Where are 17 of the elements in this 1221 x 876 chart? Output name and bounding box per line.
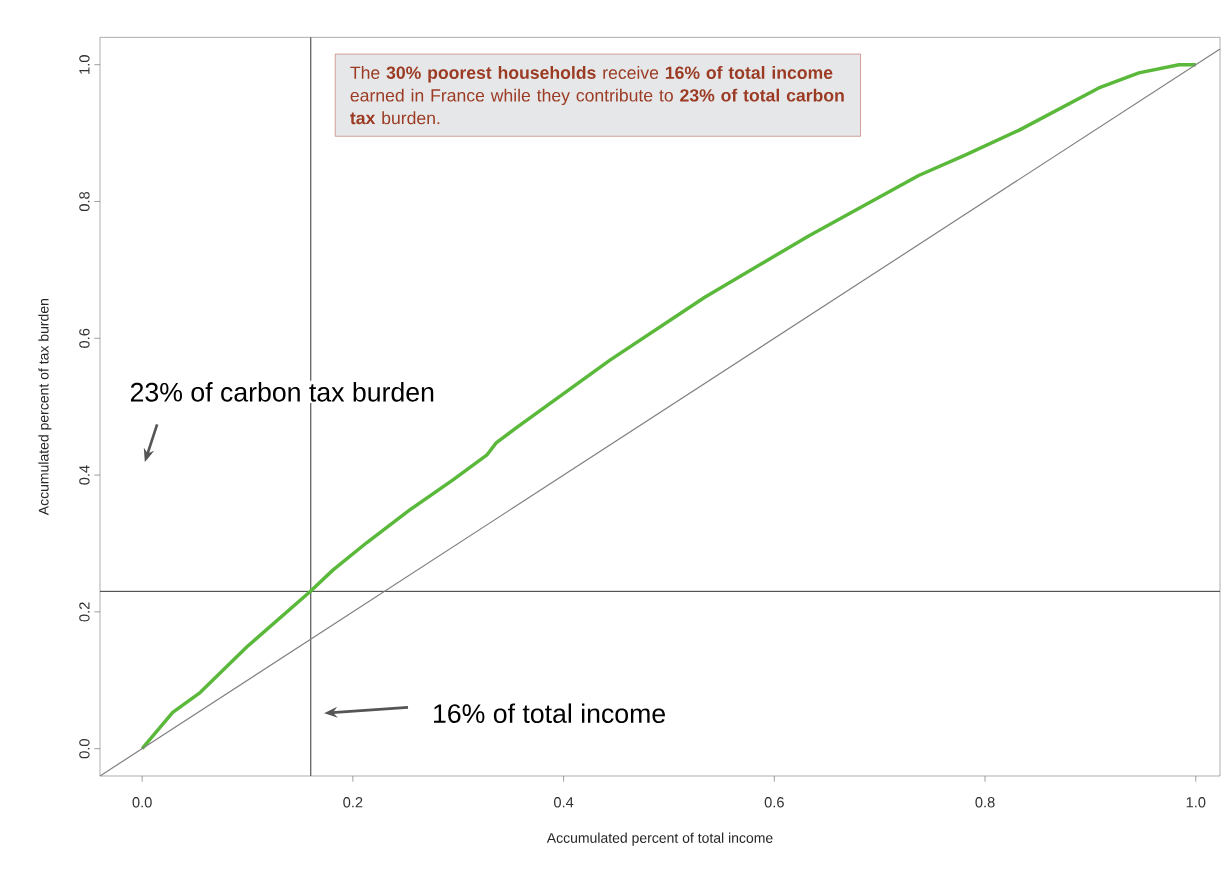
x-tick-label: 0.4 bbox=[553, 797, 574, 808]
x-tick-label: 0.6 bbox=[764, 797, 784, 808]
annotation: 16% of total income bbox=[434, 703, 665, 723]
annotation: 23% of carbon tax burden bbox=[130, 382, 434, 402]
y-tick-label: 0.4 bbox=[79, 465, 90, 485]
x-tick-label: 1.0 bbox=[1186, 797, 1206, 808]
y-tick-label: 0.0 bbox=[79, 739, 90, 759]
x-axis-title: Accumulated percent of total income bbox=[546, 832, 773, 846]
x-tick-label: 0.0 bbox=[132, 797, 152, 808]
y-axis-title: Accumulated percent of tax burden bbox=[38, 299, 52, 516]
text: The 30% poorest households receive 16% of total income earned in France while they contribute to 23% of total carbon tax burden. bbox=[350, 66, 844, 125]
y-tick-label: 1.0 bbox=[79, 55, 90, 74]
y-tick-label: 0.2 bbox=[79, 602, 90, 622]
x-tick-label: 0.8 bbox=[975, 797, 995, 808]
x-tick-label: 0.2 bbox=[343, 797, 363, 808]
y-tick-label: 0.8 bbox=[79, 191, 90, 212]
y-tick-label: 0.6 bbox=[79, 328, 90, 348]
